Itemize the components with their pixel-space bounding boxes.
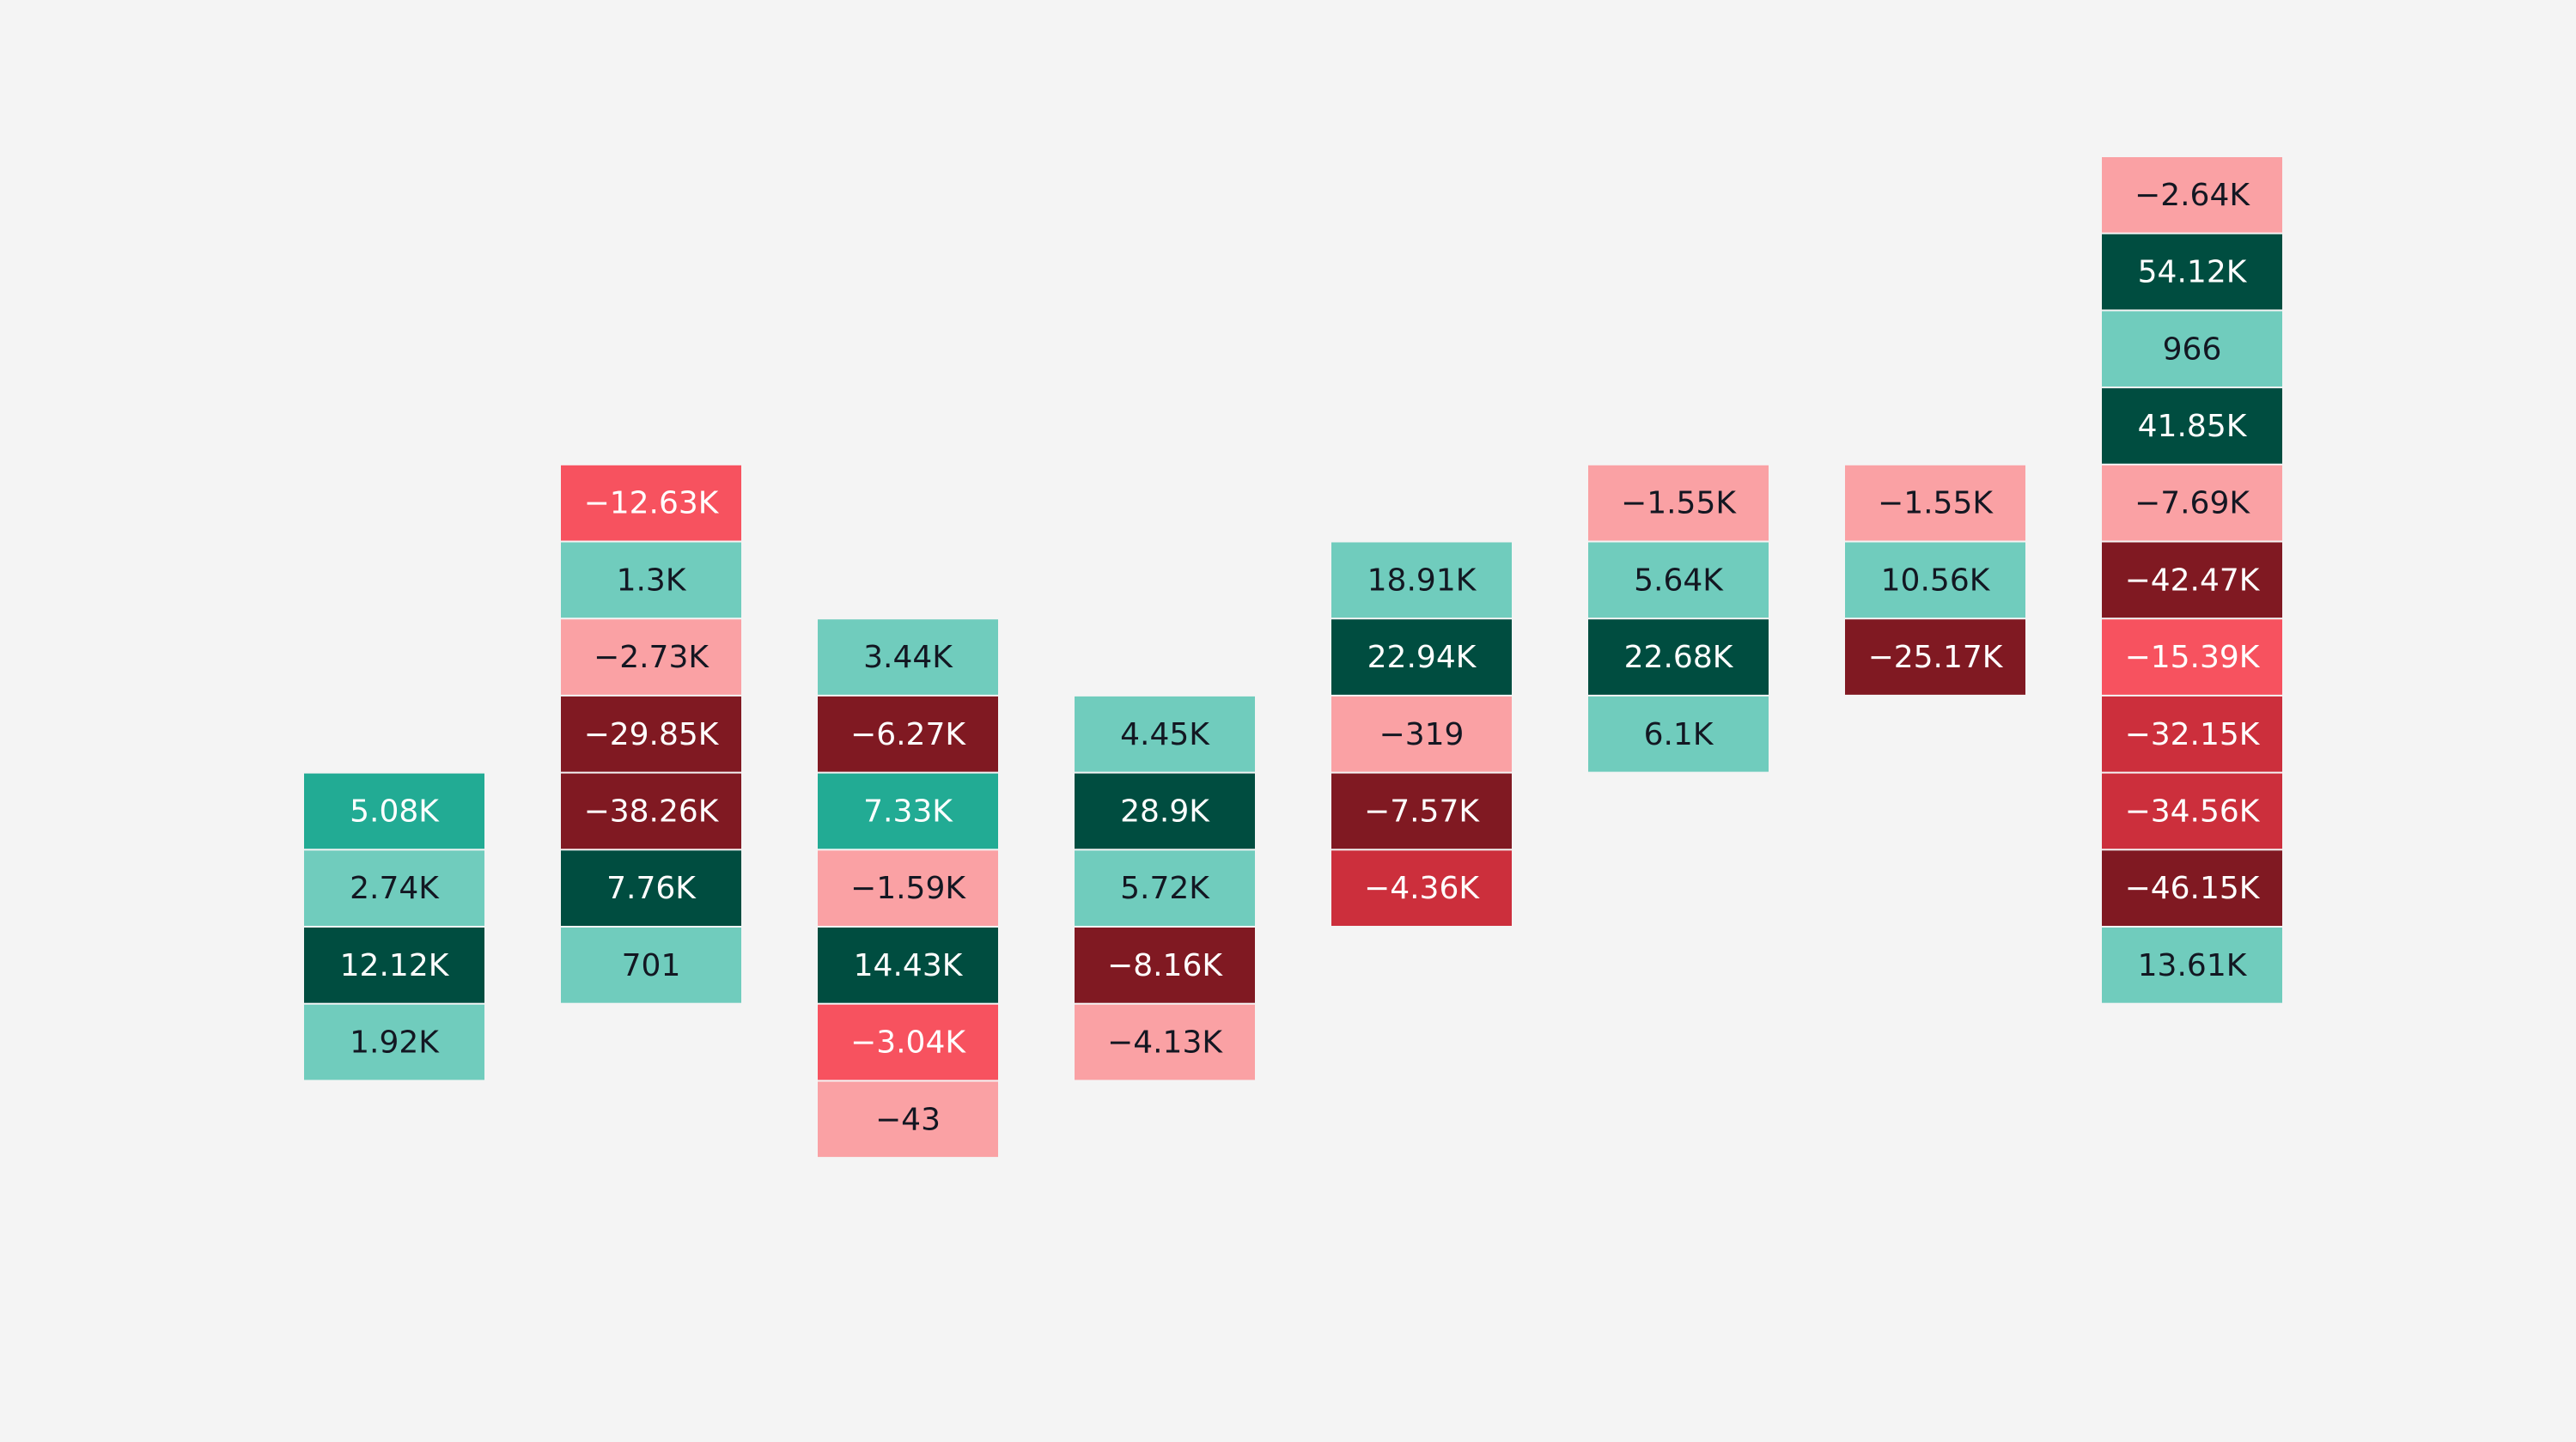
- tile-label: 22.94K: [1367, 640, 1477, 675]
- tile: [561, 542, 741, 618]
- tile-label: −7.69K: [2134, 486, 2250, 521]
- tile: [304, 773, 484, 849]
- tile-label: −42.47K: [2125, 563, 2261, 598]
- tile-label: 966: [2163, 332, 2222, 367]
- tile-label: −7.57K: [1364, 794, 1480, 829]
- tile: [2102, 465, 2282, 541]
- tile-label: 5.08K: [350, 794, 440, 829]
- tile: [561, 928, 741, 1003]
- tile-label: 1.3K: [617, 563, 687, 598]
- tile: [2102, 388, 2282, 464]
- tile: [1588, 465, 1769, 541]
- tile-label: 1.92K: [350, 1025, 440, 1061]
- tile-label: −29.85K: [584, 717, 720, 752]
- tile: [2102, 773, 2282, 849]
- tile-label: −8.16K: [1107, 948, 1223, 983]
- tile-label: −319: [1379, 717, 1465, 752]
- tile: [561, 696, 741, 772]
- tile-label: −34.56K: [2125, 794, 2261, 829]
- tile: [1845, 465, 2025, 541]
- tile: [818, 928, 998, 1003]
- tile-label: 12.12K: [340, 948, 450, 983]
- tile: [1331, 773, 1512, 849]
- tile: [1075, 1004, 1255, 1080]
- tile-label: −6.27K: [850, 717, 966, 752]
- tile: [2102, 696, 2282, 772]
- tile: [561, 465, 741, 541]
- tile: [2102, 157, 2282, 233]
- tile-label: 10.56K: [1881, 563, 1991, 598]
- tile: [2102, 928, 2282, 1003]
- tile: [1588, 542, 1769, 618]
- tile: [818, 1004, 998, 1080]
- tile: [1331, 850, 1512, 926]
- tile: [818, 1081, 998, 1158]
- tile-label: 7.76K: [606, 871, 697, 906]
- tile: [1331, 619, 1512, 695]
- tile-label: 41.85K: [2138, 409, 2248, 444]
- tile-label: 6.1K: [1644, 717, 1714, 752]
- tile-label: 22.68K: [1624, 640, 1734, 675]
- tile-label: 14.43K: [854, 948, 964, 983]
- tile: [561, 850, 741, 926]
- tile-label: −1.59K: [850, 871, 966, 906]
- tile-label: −4.36K: [1364, 871, 1480, 906]
- tile: [2102, 619, 2282, 695]
- tile-label: 28.9K: [1120, 794, 1210, 829]
- tile-label: 2.74K: [350, 871, 440, 906]
- tile-label: 18.91K: [1367, 563, 1477, 598]
- tile: [304, 850, 484, 926]
- tile-label: −43: [875, 1102, 941, 1137]
- tile: [1845, 619, 2025, 695]
- tile: [818, 619, 998, 695]
- tile-label: −46.15K: [2125, 871, 2261, 906]
- tile-label: −1.55K: [1878, 486, 1994, 521]
- tile: [1331, 696, 1512, 772]
- tile-label: 5.64K: [1634, 563, 1724, 598]
- tile-label: 54.12K: [2138, 255, 2248, 290]
- tile-label: 3.44K: [863, 640, 953, 675]
- tile-label: −15.39K: [2125, 640, 2261, 675]
- tile-label: 5.72K: [1120, 871, 1210, 906]
- tile-label: −32.15K: [2125, 717, 2261, 752]
- tile: [304, 1004, 484, 1080]
- tile: [1588, 696, 1769, 772]
- tile: [2102, 234, 2282, 310]
- tile-label: −25.17K: [1868, 640, 2004, 675]
- tile: [818, 773, 998, 849]
- tile-label: −3.04K: [850, 1025, 966, 1061]
- tile: [1588, 619, 1769, 695]
- tile: [1075, 850, 1255, 926]
- tile: [1075, 928, 1255, 1003]
- tile: [561, 773, 741, 849]
- tile: [818, 850, 998, 926]
- tile-label: −2.73K: [594, 640, 709, 675]
- tile: [1075, 696, 1255, 772]
- tile-label: −4.13K: [1107, 1025, 1223, 1061]
- tile: [2102, 311, 2282, 387]
- tile-label: −12.63K: [584, 486, 720, 521]
- tile: [1075, 773, 1255, 849]
- tile: [2102, 542, 2282, 618]
- tile-label: 13.61K: [2138, 948, 2248, 983]
- tile-label: 7.33K: [863, 794, 953, 829]
- tile: [818, 696, 998, 772]
- tile: [2102, 850, 2282, 926]
- tile-label: 4.45K: [1120, 717, 1210, 752]
- tile-label: −2.64K: [2134, 178, 2250, 213]
- tile-label: −1.55K: [1621, 486, 1737, 521]
- tile: [1845, 542, 2025, 618]
- tile-label: 701: [622, 948, 681, 983]
- tile: [561, 619, 741, 695]
- tile-label: −38.26K: [584, 794, 720, 829]
- tile: [1331, 542, 1512, 618]
- tile: [304, 928, 484, 1003]
